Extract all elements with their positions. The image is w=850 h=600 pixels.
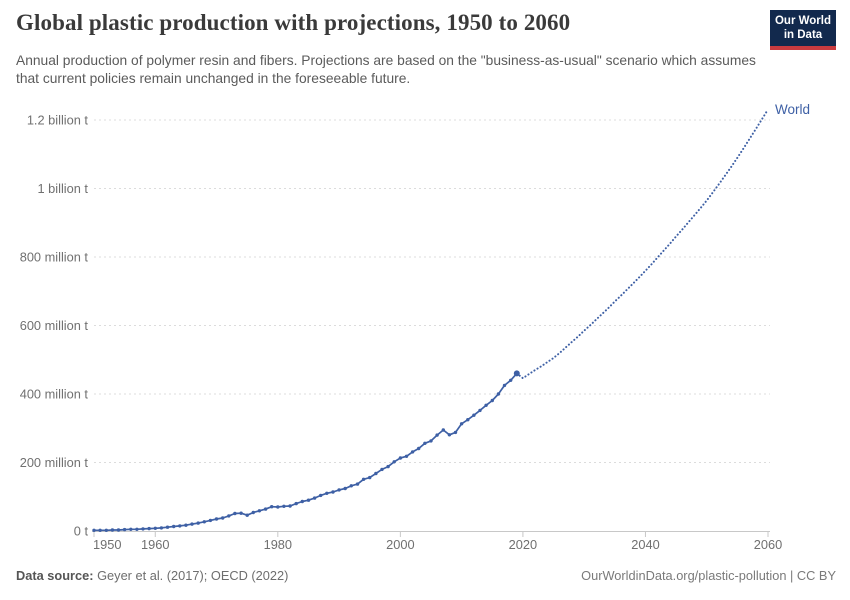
data-point [502,383,507,388]
x-tick-label: 2000 [386,537,414,552]
data-point [110,528,115,532]
data-point [355,482,360,486]
data-point [92,528,96,532]
data-point [300,499,304,504]
data-point [214,517,219,521]
data-point [178,524,182,528]
y-tick-label: 800 million t [20,250,89,265]
data-point [496,392,501,396]
data-point [135,527,139,531]
y-tick-label: 0 t [74,524,89,539]
data-point [447,433,452,437]
data-point [490,398,494,403]
data-point [196,521,200,525]
x-tick-label: 1980 [264,537,292,552]
data-point [374,471,378,476]
data-point [478,408,482,413]
data-point [159,526,164,530]
x-tick-label: 2040 [631,537,659,552]
data-point [472,413,476,417]
data-point [368,475,372,480]
x-tick-label: 1960 [141,537,169,552]
page-title: Global plastic production with projectio… [16,10,571,35]
chart-footer: Data source: Geyer et al. (2017); OECD (… [16,568,836,583]
data-point [245,513,249,517]
data-point [386,464,390,469]
data-point [147,526,151,531]
data-point [331,490,335,494]
data-point [466,418,470,422]
data-point [306,498,311,502]
data-point [325,491,329,495]
data-point [233,511,237,516]
data-point [184,523,188,527]
data-point [459,422,464,426]
data-source-label: Data source: [16,568,94,583]
y-tick-label: 600 million t [20,318,89,333]
owid-logo: Our World in Data [770,10,836,50]
x-tick-label: 2060 [754,537,782,552]
data-point [172,524,176,529]
owid-logo-line2: in Data [783,29,823,41]
series-line-historical [94,372,518,532]
data-point [288,504,292,508]
data-point [404,454,409,458]
data-point [239,511,243,515]
data-point [98,528,102,532]
data-point [116,528,121,532]
data-point [202,520,206,524]
data-point [319,493,323,498]
data-point [380,467,384,472]
data-point [312,496,317,500]
series-end-label: World [775,102,810,117]
data-point [343,486,347,491]
data-point [509,378,513,382]
data-point [294,501,298,506]
data-point [263,507,268,511]
data-point [153,526,157,530]
data-point [453,430,458,435]
data-point [141,527,145,531]
y-tick-label: 200 million t [20,455,89,470]
data-point [337,488,341,492]
data-point [257,509,262,513]
data-point [392,460,396,464]
data-source: Data source: Geyer et al. (2017); OECD (… [16,568,288,583]
data-point [441,428,445,432]
data-point [104,528,109,532]
data-point [190,522,194,526]
data-point [208,518,213,523]
data-point [423,441,427,445]
attribution-link[interactable]: OurWorldinData.org/plastic-pollution | C… [581,568,836,583]
chart-subtitle: Annual production of polymer resin and f… [16,53,756,87]
data-source-value: Geyer et al. (2017); OECD (2022) [97,568,289,583]
y-tick-label: 1 billion t [37,181,88,196]
y-tick-label: 1.2 billion t [27,113,89,128]
data-point [251,510,255,515]
data-point [349,484,353,488]
data-point [270,505,274,509]
data-point [282,504,286,508]
data-point [129,527,133,531]
data-point [398,456,403,460]
x-tick-label: 2020 [509,537,537,552]
data-point [122,527,127,532]
data-point [227,514,231,518]
data-point [417,446,421,451]
series-line-projection [515,108,769,380]
data-point [484,403,488,407]
x-tick-label: 1950 [93,537,121,552]
owid-logo-line1: Our World [774,14,831,27]
data-point [429,439,433,443]
data-point [276,505,280,509]
data-point [410,450,415,454]
data-point [165,525,170,529]
data-point [435,433,439,437]
y-tick-label: 400 million t [20,387,89,402]
data-point [361,477,366,481]
data-point [221,516,225,520]
